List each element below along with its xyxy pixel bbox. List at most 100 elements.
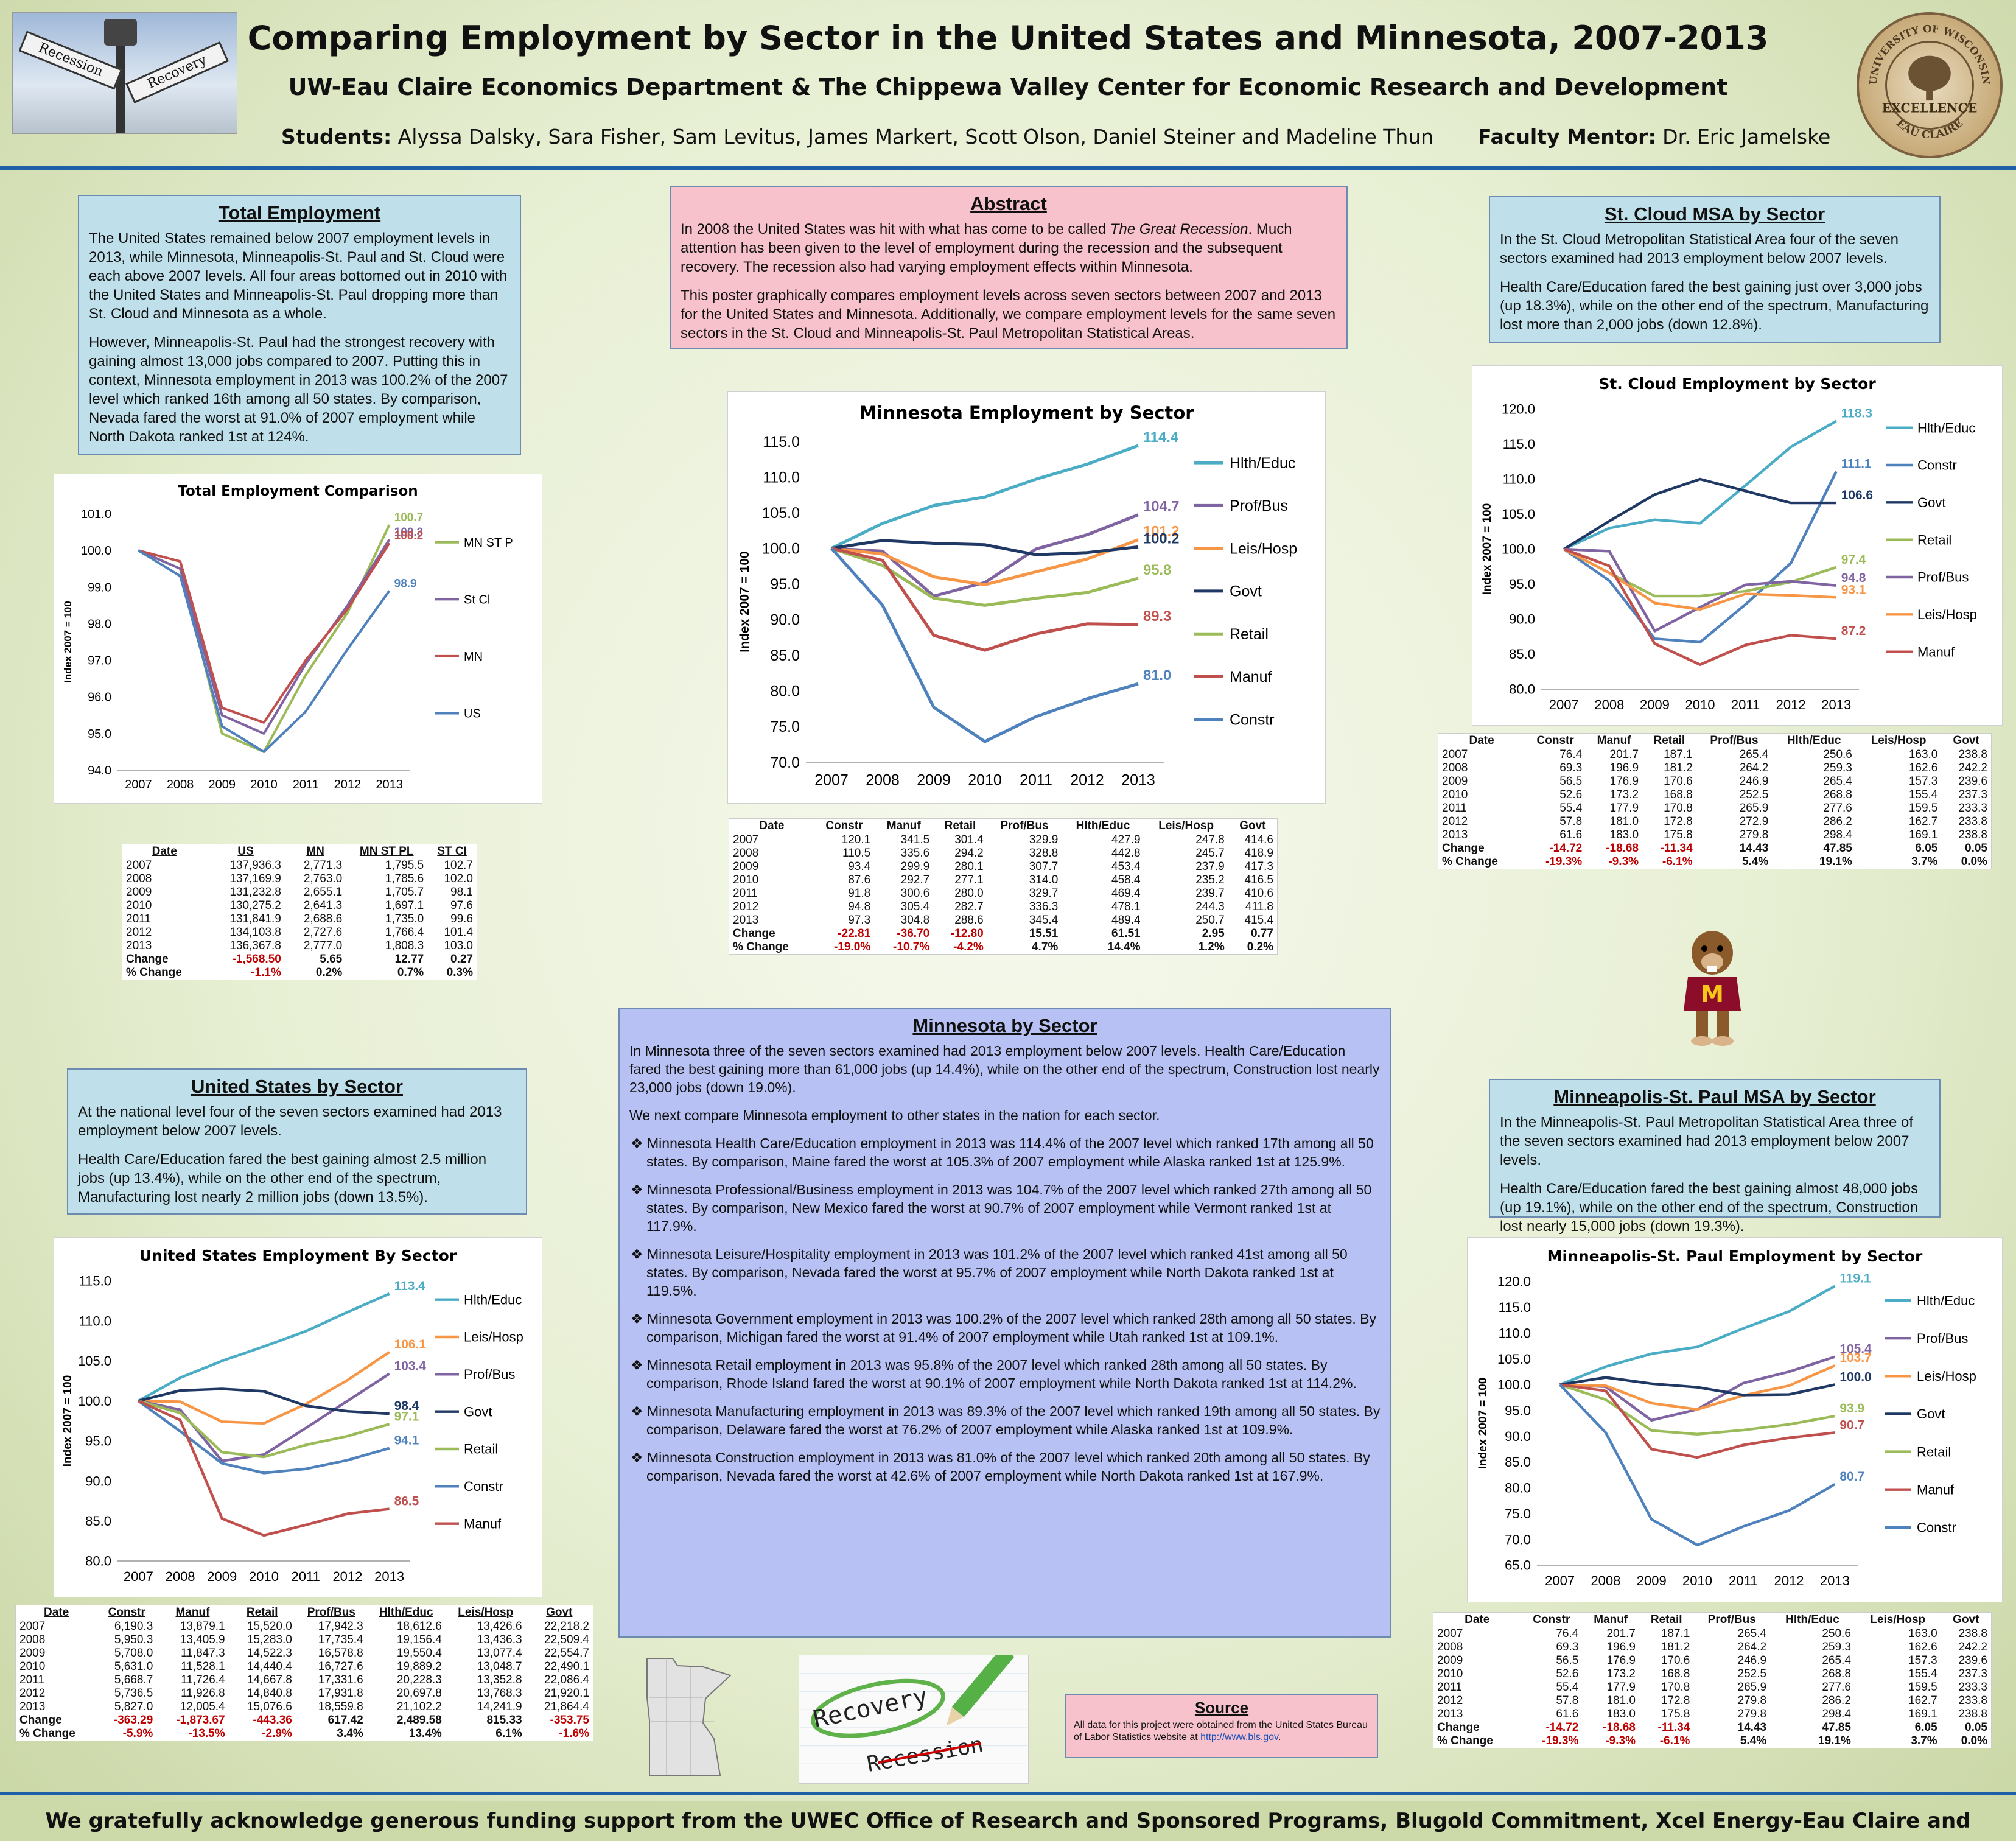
x-tick-label: 2010	[249, 1569, 279, 1584]
y-tick-label: 85.0	[85, 1513, 111, 1529]
table-cell: 22,509.4	[544, 1633, 589, 1646]
table-cell: 235.2	[1195, 874, 1225, 886]
table-cell: 442.8	[1111, 847, 1141, 860]
table-cell: 265.4	[1823, 775, 1852, 788]
table-cell: 57.8	[1559, 815, 1583, 828]
table-cell: 279.8	[1739, 829, 1769, 841]
table-cell: 239.7	[1195, 887, 1225, 900]
table-cell: 328.8	[1029, 847, 1059, 860]
table-cell: 56.5	[1559, 775, 1583, 788]
table-cell: -353.75	[550, 1714, 589, 1727]
legend-label: Govt	[1917, 1406, 1945, 1422]
bls-link[interactable]: http://www.bls.gov	[1200, 1732, 1278, 1742]
x-tick-label: 2009	[1637, 1573, 1667, 1588]
table-cell: 187.1	[1661, 1627, 1690, 1640]
table-header-cell: Retail	[944, 819, 976, 832]
y-tick-label: 94.0	[88, 764, 111, 777]
series-line-manuf	[1563, 547, 1836, 666]
total-employment-heading: Total Employment	[218, 202, 381, 223]
table-cell: 2013	[19, 1700, 46, 1713]
series-line-govt	[1563, 477, 1836, 550]
y-tick-label: 115.0	[1499, 1300, 1531, 1315]
table-cell: 13,768.3	[477, 1687, 522, 1700]
series-line-manuf	[138, 1400, 390, 1537]
table-cell: 2007	[19, 1620, 46, 1633]
table-cell: 2013	[733, 914, 759, 927]
table-cell: 1,808.3	[385, 939, 424, 952]
y-tick-label: 115.0	[763, 433, 800, 451]
table-cell: 11,926.8	[181, 1687, 225, 1700]
chart-y-axis-label: Index 2007 = 100	[738, 551, 752, 652]
table-cell: 102.0	[444, 872, 473, 885]
table-cell: 15,520.0	[247, 1620, 292, 1633]
series-line-prof-bus	[138, 1372, 390, 1462]
x-tick-label: 2007	[124, 1569, 153, 1584]
table-cell: Change	[1437, 1721, 1480, 1734]
table-cell: 11,528.1	[181, 1660, 225, 1673]
table-cell: 1,766.4	[385, 926, 424, 939]
table-cell: 76.4	[1556, 1627, 1579, 1640]
table-cell: 14.4%	[1107, 941, 1141, 953]
table-cell: -1,873.67	[176, 1714, 225, 1727]
table-row: 2010 5,631.0 11,528.1 14,440.4 16,727.6 19,88…	[16, 1660, 593, 1674]
table-cell: Change	[733, 927, 775, 940]
series-end-label: 106.6	[1841, 488, 1873, 502]
table-cell: 183.0	[1609, 829, 1639, 841]
table-cell: 14,840.8	[247, 1687, 292, 1700]
x-tick-label: 2007	[814, 772, 849, 789]
table-cell: 239.6	[1958, 775, 1987, 788]
table-cell: 239.6	[1958, 1654, 1987, 1667]
table-cell: 298.4	[1823, 829, 1852, 841]
table-header-cell: Constr	[1533, 1613, 1570, 1626]
table-cell: 427.9	[1111, 833, 1141, 846]
table-cell: 120.1	[841, 833, 871, 846]
series-line-retail	[831, 547, 1139, 607]
table-cell: 11,847.3	[181, 1647, 225, 1660]
table-cell: 292.7	[900, 874, 930, 886]
table-cell: 250.7	[1195, 914, 1225, 927]
legend-label: Retail	[464, 1442, 498, 1457]
series-line-prof-bus	[1564, 547, 1836, 633]
table-header-cell: Leis/Hosp	[1870, 1613, 1926, 1626]
x-tick-label: 2012	[332, 1569, 362, 1584]
table-cell: 3.7%	[1911, 855, 1938, 868]
minnesota-bullets: ❖ Minnesota Health Care/Education employ…	[629, 1134, 1381, 1485]
table-cell: 168.8	[1661, 1667, 1690, 1680]
y-tick-label: 80.0	[1505, 1481, 1531, 1496]
table-cell: 5,708.0	[114, 1647, 153, 1660]
table-row: 2007 76.4 201.7 187.1 265.4 250.6 163.0 238.8	[1433, 1627, 1992, 1641]
table-cell: 170.8	[1664, 802, 1693, 815]
table-cell: 170.6	[1661, 1654, 1690, 1667]
table-cell: 252.5	[1737, 1667, 1767, 1680]
table-cell: 2008	[1437, 1641, 1463, 1653]
table-cell: 2012	[126, 926, 152, 939]
table-cell: 304.8	[900, 914, 930, 927]
x-tick-label: 2009	[917, 772, 951, 789]
table-cell: 2011	[1437, 1681, 1462, 1694]
table-cell: 2,777.0	[303, 939, 343, 952]
table-row: 2009 5,708.0 11,847.3 14,522.3 16,578.8 19,55…	[16, 1647, 593, 1660]
table-header-cell: Leis/Hosp	[458, 1606, 514, 1619]
table-cell: 617.42	[327, 1714, 363, 1727]
table-cell: 2012	[1442, 815, 1468, 828]
series-end-label: 98.4	[394, 1399, 419, 1413]
table-cell: 170.6	[1664, 775, 1693, 788]
table-header-cell: Hlth/Educ	[1787, 734, 1841, 747]
table-cell: 102.7	[444, 859, 473, 872]
table-cell: 265.4	[1822, 1654, 1851, 1667]
x-tick-label: 2007	[1549, 697, 1579, 712]
table-cell: 173.2	[1609, 788, 1639, 801]
seal-middle-text: EXCELLENCE	[1882, 100, 1978, 115]
table-cell: 169.1	[1908, 829, 1938, 841]
table-cell: 2007	[126, 859, 152, 872]
table-row: 2008 69.3 196.9 181.2 264.2 259.3 162.6 242.2	[1438, 762, 1992, 775]
table-cell: 414.6	[1244, 833, 1273, 846]
y-tick-label: 90.0	[85, 1473, 111, 1489]
table-us-sector: Date Constr Manuf Retail Prof/Bus Hlth/Educ Le…	[15, 1605, 593, 1741]
table-change-row: Change -1,568.50 5.65 12.77 0.27	[122, 953, 477, 966]
table-cell: 242.2	[1958, 1641, 1987, 1653]
table-cell: 0.7%	[397, 966, 424, 979]
table-cell: 3.7%	[1911, 1734, 1937, 1747]
y-tick-label: 90.0	[1509, 612, 1535, 627]
table-header-cell: Prof/Bus	[1707, 1613, 1756, 1626]
